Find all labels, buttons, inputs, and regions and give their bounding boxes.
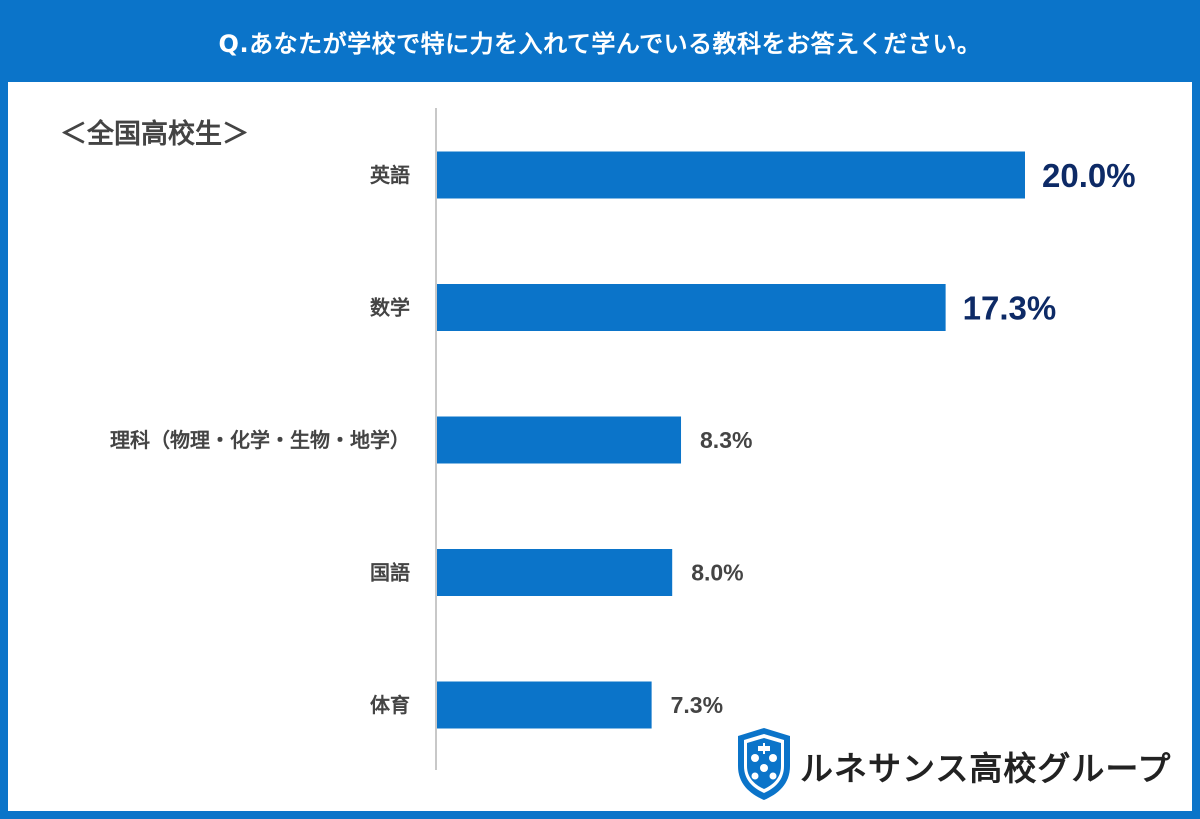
category-label-1: 数学 (370, 296, 410, 320)
brand-logo (734, 726, 1184, 802)
value-label-3: 8.0% (691, 560, 743, 586)
value-label-4: 7.3% (671, 692, 723, 718)
value-label-1: 17.3% (963, 290, 1057, 327)
category-label-3: 国語 (370, 561, 410, 585)
bar-0 (437, 151, 1025, 199)
chart-subtitle: ＜全国高校生＞ (60, 119, 249, 150)
bar-1 (437, 284, 946, 331)
bar-4 (437, 681, 652, 729)
question-text: Q.あなたが学校で特に力を入れて学んでいる教科をお答えください。 (218, 29, 982, 58)
value-label-2: 8.3% (700, 427, 752, 453)
category-label-2: 理科（物理・化学・生物・地学） (110, 428, 410, 452)
shield-crest-icon (738, 728, 790, 800)
category-label-4: 体育 (370, 693, 410, 717)
value-label-0: 20.0% (1042, 157, 1136, 194)
category-label-0: 英語 (370, 163, 410, 187)
brand-name: ルネサンス高校グループ (800, 749, 1172, 788)
question-header: Q.あなたが学校で特に力を入れて学んでいる教科をお答えください。 (0, 0, 1200, 82)
bar-2 (437, 416, 682, 464)
bar-3 (437, 549, 673, 596)
